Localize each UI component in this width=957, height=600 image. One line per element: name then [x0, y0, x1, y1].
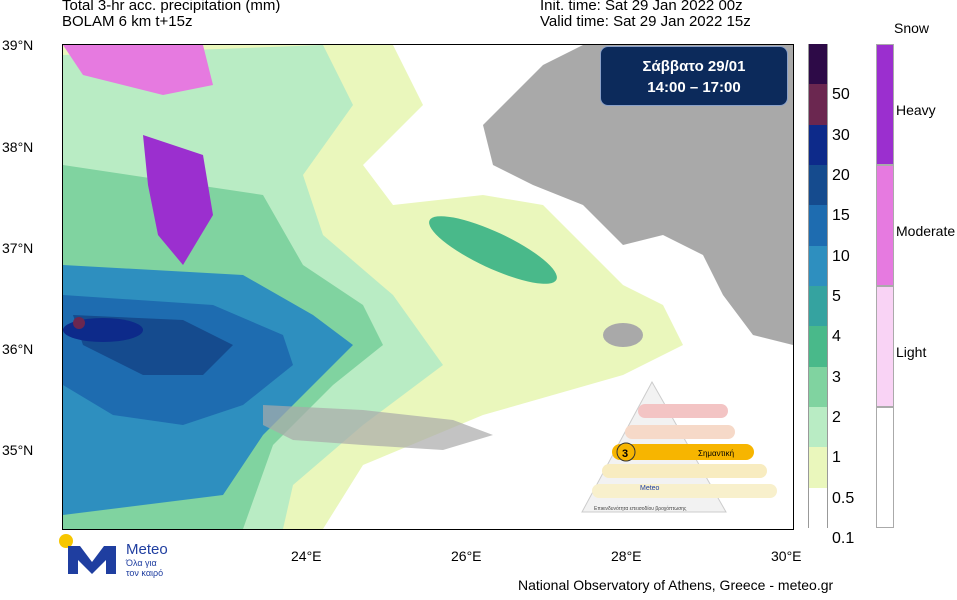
lat-label-39: 39°N — [2, 37, 34, 53]
risk-row-2 — [602, 464, 767, 478]
time-range-label: 14:00 – 17:00 — [647, 79, 741, 96]
risk-level-3-marker — [616, 442, 636, 462]
lat-label-36: 36°N — [2, 341, 34, 357]
colorbar-label: 50 — [832, 86, 850, 104]
colorbar-label: 10 — [832, 247, 850, 265]
snow-legend-title: Snow — [894, 20, 930, 36]
colorbar-segment — [808, 285, 828, 327]
risk-row-1 — [592, 484, 777, 498]
risk-row-5 — [638, 404, 728, 418]
colorbar-label: 4 — [832, 328, 841, 346]
precip-50mm-core — [73, 317, 85, 329]
logo-sun-icon — [59, 534, 73, 548]
meteo-logo: Meteo Όλα για τον καιρό — [59, 534, 168, 578]
day-label: Σάββατο 29/01 — [642, 58, 746, 75]
colorbar-label: 3 — [832, 368, 841, 386]
colorbar-segment — [808, 124, 828, 165]
colorbar-segment — [808, 487, 828, 528]
colorbar-segment — [808, 447, 828, 488]
colorbar-label: 30 — [832, 126, 850, 144]
snow-moderate — [63, 45, 213, 95]
colorbar-segment — [808, 326, 828, 367]
colorbar-segment — [808, 245, 828, 286]
risk-row-4 — [625, 425, 735, 439]
lat-label-38: 38°N — [2, 139, 34, 155]
colorbar-label: 15 — [832, 207, 850, 225]
snow-segment — [876, 165, 894, 286]
logo-m-icon — [68, 546, 116, 574]
risk-level-number: 3 — [622, 448, 628, 460]
valid-time: Valid time: Sat 29 Jan 2022 15z — [540, 13, 751, 30]
map-title: Total 3-hr acc. precipitation (mm) BOLAM… — [62, 0, 280, 30]
snow-segment — [876, 407, 894, 528]
colorbar-label: 0.5 — [832, 489, 855, 507]
colorbar-label: 20 — [832, 167, 850, 184]
precip-aegean-band — [429, 216, 557, 284]
colorbar-label: 2 — [832, 409, 841, 426]
time-info: Init. time: Sat 29 Jan 2022 00z Valid ti… — [540, 0, 751, 30]
risk-row-3 — [612, 444, 754, 460]
colorbar-segment — [808, 366, 828, 407]
logo-tagline-2: τον καιρό — [126, 568, 163, 578]
init-time: Init. time: Sat 29 Jan 2022 00z — [540, 0, 743, 14]
risk-caption: Επικινδυνότητα επεισοδίου βροχόπτωσης — [594, 505, 687, 512]
land-rhodes — [603, 323, 643, 347]
colorbar-label: 5 — [832, 288, 841, 305]
snow-heavy — [143, 135, 213, 265]
snow-segment — [876, 44, 894, 165]
lon-label-30: 30°E — [771, 548, 802, 564]
land-turkey — [483, 45, 793, 345]
lat-label-37: 37°N — [2, 240, 34, 256]
logo-name: Meteo — [126, 541, 168, 558]
lon-label-26: 26°E — [451, 548, 482, 564]
colorbar-segment — [808, 205, 828, 246]
colorbar-segment — [808, 44, 828, 85]
snow-colorbar — [876, 44, 894, 528]
snow-label-heavy: Heavy — [896, 102, 936, 118]
colorbar-segment — [808, 84, 828, 125]
colorbar-label: 0.1 — [832, 530, 855, 547]
snow-label-moderate: Moderate — [896, 223, 956, 239]
risk-active-label: Σημαντική — [698, 449, 734, 458]
lon-label-28: 28°E — [611, 548, 642, 564]
colorbar-segment — [808, 164, 828, 206]
lon-label-24: 24°E — [291, 548, 322, 564]
snow-label-light: Light — [896, 344, 927, 360]
colorbar-segment — [808, 406, 828, 448]
colorbar-label: 1 — [832, 449, 841, 467]
risk-triangle-graphic: 3 Σημαντική Meteo Επικινδυνότητα επεισοδ… — [581, 380, 777, 513]
day-time-box: Σάββατο 29/01 14:00 – 17:00 — [600, 46, 788, 106]
title-line-1: Total 3-hr acc. precipitation (mm) — [62, 0, 281, 14]
logo-tagline-1: Όλα για — [125, 558, 157, 568]
footer-credit: National Observatory of Athens, Greece -… — [518, 577, 834, 593]
precip-colorbar — [808, 44, 828, 528]
snow-segment — [876, 286, 894, 407]
risk-brand: Meteo — [640, 485, 660, 492]
land-crete — [263, 405, 493, 450]
lat-label-35: 35°N — [2, 442, 34, 458]
title-line-2: BOLAM 6 km t+15z — [62, 13, 193, 30]
precipitation-map — [62, 44, 794, 530]
map-canvas — [63, 45, 793, 529]
